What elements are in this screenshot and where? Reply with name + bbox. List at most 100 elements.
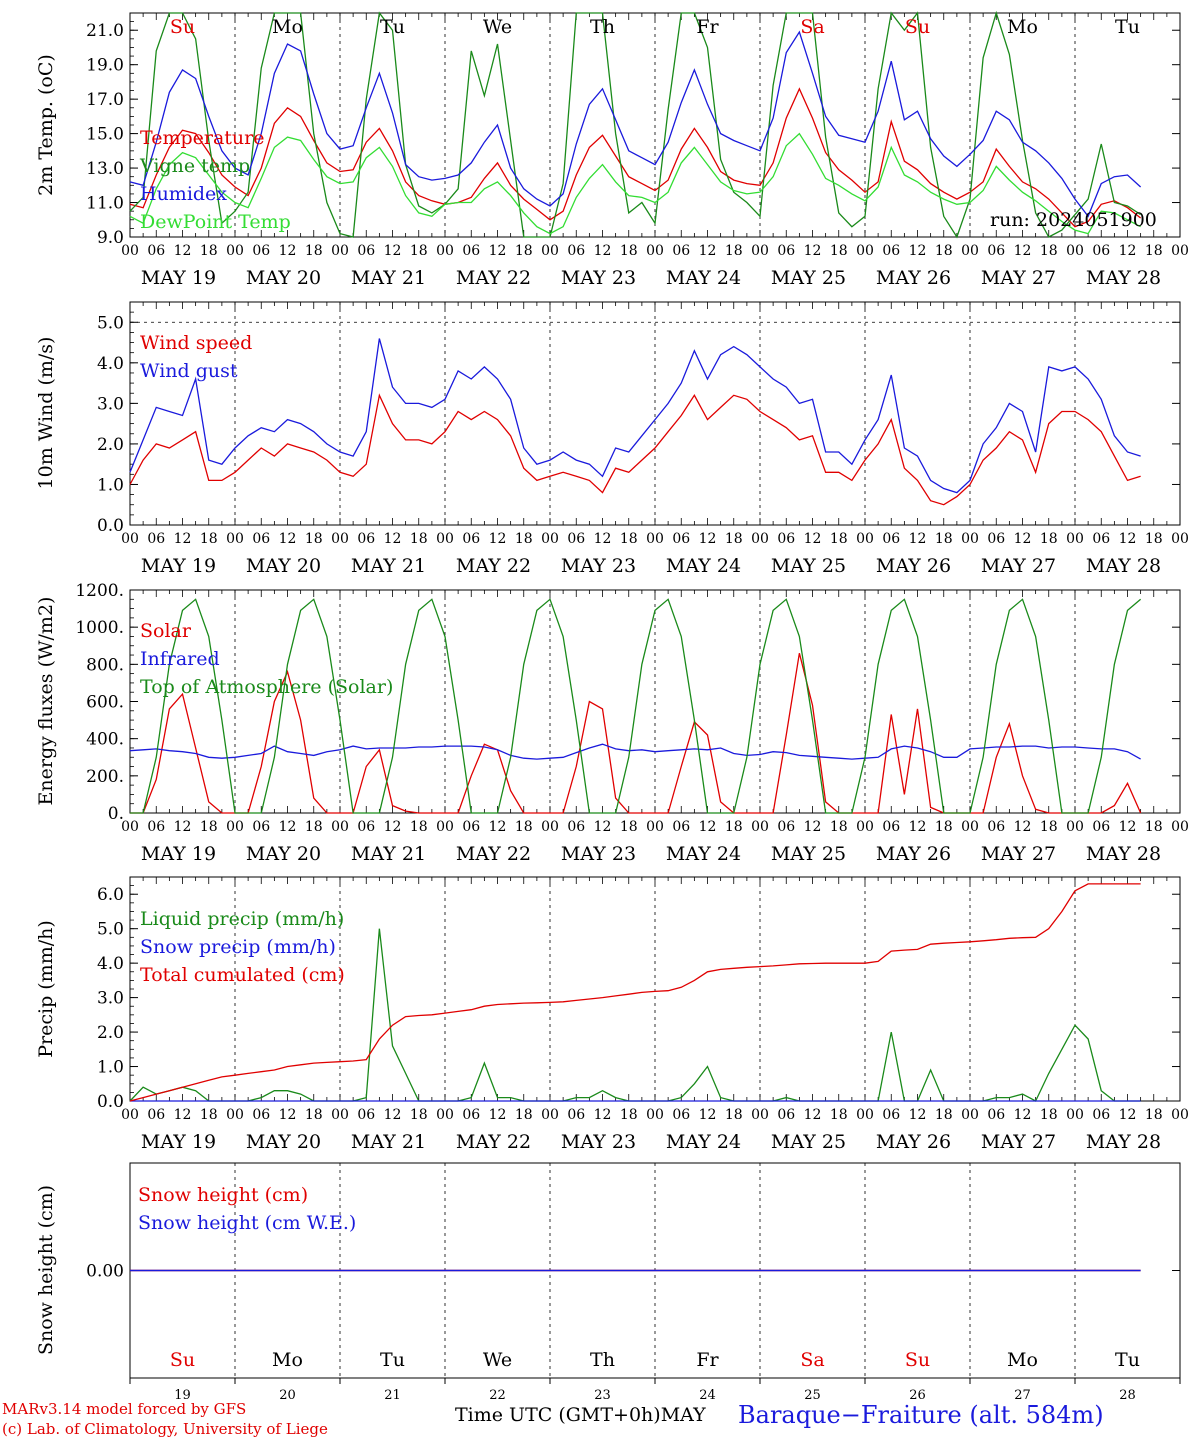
- hour-label: 18: [620, 531, 638, 547]
- y-tick-label: 5.0: [97, 920, 124, 940]
- hour-label: 00: [1066, 531, 1084, 547]
- day-of-week-label: Su: [905, 1349, 930, 1371]
- series-line-dewpoint-temp: [129, 132, 1141, 235]
- hour-label: 00: [331, 243, 349, 259]
- hour-label: 06: [1092, 243, 1110, 259]
- hour-label: 00: [646, 243, 664, 259]
- y-tick-label: 4.0: [97, 954, 124, 974]
- hour-label: 06: [567, 243, 585, 259]
- time-axis-text: Time UTC (GMT+0h): [455, 1404, 661, 1426]
- hour-label: 00: [331, 531, 349, 547]
- hour-label: 00: [1171, 819, 1189, 835]
- legend-top-of-atmosphere-solar: Top of Atmosphere (Solar): [140, 676, 393, 698]
- hour-label: 00: [1171, 243, 1189, 259]
- hour-label: 18: [1145, 819, 1163, 835]
- date-label: MAY 19: [141, 1131, 216, 1153]
- hour-label: 12: [489, 819, 507, 835]
- hour-label: 12: [699, 531, 717, 547]
- hour-label: 12: [174, 1107, 192, 1123]
- date-label: MAY 28: [1086, 1131, 1161, 1153]
- hour-label: 12: [174, 819, 192, 835]
- hour-label: 06: [147, 531, 165, 547]
- date-label: MAY 23: [561, 555, 636, 577]
- hour-label: 18: [725, 819, 743, 835]
- hour-label: 06: [147, 819, 165, 835]
- hour-label: 00: [541, 819, 559, 835]
- hour-label: 06: [777, 1107, 795, 1123]
- hour-label: 06: [462, 243, 480, 259]
- month-label: MAY: [660, 1404, 706, 1426]
- hour-label: 06: [252, 819, 270, 835]
- hour-label: 12: [594, 531, 612, 547]
- date-label: MAY 26: [876, 843, 951, 865]
- day-of-week-label: Tu: [1115, 1349, 1140, 1371]
- y-tick-label: 3.0: [97, 394, 124, 414]
- y-tick-label: 13.0: [86, 159, 124, 179]
- hour-label: 00: [436, 1107, 454, 1123]
- hour-label: 06: [567, 531, 585, 547]
- y-tick-label: 0.: [108, 804, 124, 824]
- hour-label: 12: [909, 243, 927, 259]
- hour-label: 18: [830, 531, 848, 547]
- y-tick-label: 2.0: [97, 1023, 124, 1043]
- legend-temperature: Temperature: [140, 127, 264, 149]
- hour-label: 18: [830, 819, 848, 835]
- hour-label: 12: [699, 243, 717, 259]
- hour-label: 06: [147, 1107, 165, 1123]
- hour-label: 18: [725, 243, 743, 259]
- legend-snow-height-cm-w-e: Snow height (cm W.E.): [138, 1212, 356, 1234]
- hour-label: 12: [1119, 531, 1137, 547]
- hour-label: 00: [856, 1107, 874, 1123]
- y-tick-label: 400.: [86, 730, 124, 750]
- hour-label: 12: [594, 1107, 612, 1123]
- day-of-week-label: Mo: [1007, 1349, 1038, 1371]
- hour-label: 12: [804, 819, 822, 835]
- hour-label: 18: [200, 819, 218, 835]
- hour-label: 12: [279, 531, 297, 547]
- series-line-top-of-atmosphere-solar: [130, 598, 1142, 814]
- hour-label: 00: [226, 531, 244, 547]
- hour-label: 00: [856, 819, 874, 835]
- hour-label: 00: [856, 243, 874, 259]
- hour-label: 00: [751, 819, 769, 835]
- hour-label: 12: [1119, 819, 1137, 835]
- hour-label: 18: [305, 531, 323, 547]
- day-number-label: 24: [699, 1388, 716, 1403]
- date-label: MAY 25: [771, 843, 846, 865]
- hour-label: 18: [410, 819, 428, 835]
- hour-label: 00: [226, 819, 244, 835]
- lab-credit: (c) Lab. of Climatology, University of L…: [2, 1420, 328, 1438]
- panel-1: [129, 10, 1181, 239]
- hour-label: 18: [515, 1107, 533, 1123]
- hour-label: 12: [384, 819, 402, 835]
- hour-label: 18: [200, 1107, 218, 1123]
- y-tick-label: 21.0: [86, 21, 124, 41]
- day-of-week-label: Th: [590, 16, 615, 38]
- hour-label: 06: [357, 819, 375, 835]
- hour-label: 06: [777, 819, 795, 835]
- hour-label: 18: [410, 531, 428, 547]
- hour-label: 06: [252, 531, 270, 547]
- hour-label: 00: [1171, 1107, 1189, 1123]
- date-label: MAY 19: [141, 843, 216, 865]
- hour-label: 06: [882, 531, 900, 547]
- hour-label: 12: [279, 243, 297, 259]
- hour-label: 18: [410, 1107, 428, 1123]
- y-tick-label: 11.0: [86, 194, 124, 214]
- legend-total-cumulated-cm: Total cumulated (cm): [140, 964, 345, 986]
- series-line-infrared: [129, 743, 1141, 760]
- hour-label: 12: [384, 531, 402, 547]
- legend-snow-precip-mm-h: Snow precip (mm/h): [140, 936, 336, 958]
- date-label: MAY 27: [981, 843, 1056, 865]
- hour-label: 00: [961, 1107, 979, 1123]
- hour-label: 06: [777, 531, 795, 547]
- hour-label: 06: [357, 1107, 375, 1123]
- hour-label: 00: [751, 1107, 769, 1123]
- date-label: MAY 28: [1086, 843, 1161, 865]
- hour-label: 12: [489, 243, 507, 259]
- hour-label: 00: [121, 531, 139, 547]
- hour-label: 18: [200, 531, 218, 547]
- hour-label: 06: [147, 243, 165, 259]
- panel-3: [129, 589, 1181, 814]
- hour-label: 18: [830, 1107, 848, 1123]
